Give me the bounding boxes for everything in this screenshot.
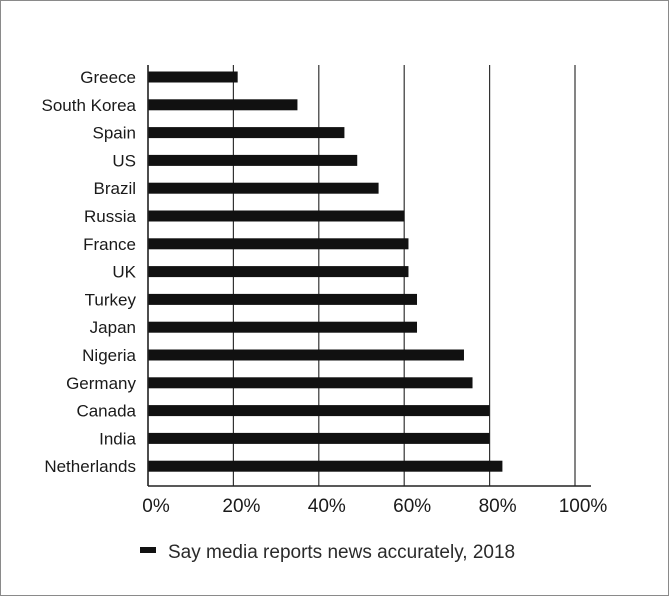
category-label-spain: Spain <box>93 124 136 143</box>
x-tick-label-20: 20% <box>222 496 260 517</box>
category-label-russia: Russia <box>84 207 137 226</box>
legend-label: Say media reports news accurately, 2018 <box>168 542 515 563</box>
category-label-canada: Canada <box>76 402 136 421</box>
category-labels: Greece South Korea Spain US Brazil Russia Fran… <box>41 68 136 476</box>
category-label-netherlands: Netherlands <box>44 457 136 476</box>
bar-greece <box>148 71 238 83</box>
x-tick-label-60: 60% <box>393 496 431 517</box>
bar-nigeria <box>148 349 464 361</box>
bar-india <box>148 432 490 444</box>
category-label-turkey: Turkey <box>85 290 137 309</box>
category-label-south-korea: South Korea <box>41 96 136 115</box>
bar-russia <box>148 210 405 222</box>
bar-france <box>148 238 409 250</box>
category-label-brazil: Brazil <box>93 179 136 198</box>
x-tick-label-80: 80% <box>479 496 517 517</box>
axes <box>147 65 591 487</box>
x-tick-label-100: 100% <box>559 496 608 517</box>
bar-japan <box>148 321 418 333</box>
category-label-japan: Japan <box>90 318 136 337</box>
bar-us <box>148 154 358 166</box>
bar-netherlands <box>148 460 503 472</box>
bar-south-korea <box>148 99 298 111</box>
legend-swatch <box>140 547 156 553</box>
bars <box>148 71 503 472</box>
bar-brazil <box>148 182 379 194</box>
bar-spain <box>148 127 345 139</box>
legend: Say media reports news accurately, 2018 <box>140 542 515 563</box>
category-label-nigeria: Nigeria <box>82 346 136 365</box>
tick-labels: 0% 20% 40% 60% 80% 100% <box>142 496 607 517</box>
bar-turkey <box>148 293 418 305</box>
category-label-uk: UK <box>112 263 136 282</box>
bar-germany <box>148 377 473 389</box>
x-tick-label-0: 0% <box>142 496 170 517</box>
category-label-india: India <box>99 429 136 448</box>
x-tick-label-40: 40% <box>308 496 346 517</box>
category-label-greece: Greece <box>80 68 136 87</box>
category-label-france: France <box>83 235 136 254</box>
category-label-us: US <box>112 151 136 170</box>
bar-uk <box>148 266 409 278</box>
bar-canada <box>148 405 490 417</box>
category-label-germany: Germany <box>66 374 136 393</box>
